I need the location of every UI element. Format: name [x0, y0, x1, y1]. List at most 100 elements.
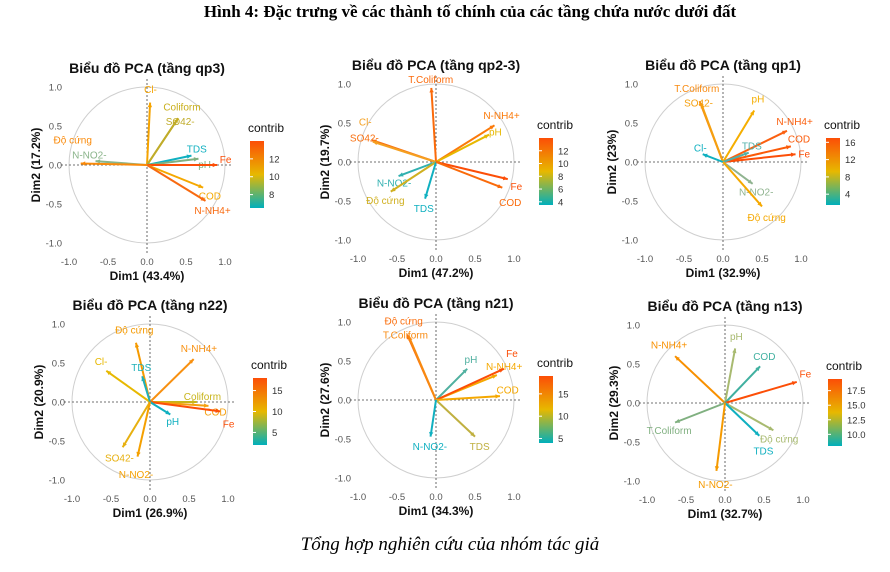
- arrow-head: [747, 179, 753, 184]
- y-tick-label: -1.0: [335, 474, 351, 485]
- legend-tick-label: 8: [558, 172, 563, 183]
- variable-label: N-NH4+: [486, 362, 523, 373]
- x-axis-label: Dim1 (43.4%): [110, 269, 185, 283]
- arrow-head: [675, 418, 681, 423]
- variable-label: SO42-: [350, 134, 379, 145]
- variable-arrow: [149, 401, 221, 413]
- variable-arrow: [372, 140, 437, 163]
- variable-label: Cl-: [95, 357, 108, 368]
- legend-colorbar: [826, 138, 840, 205]
- variable-label: T.Coliform: [647, 426, 692, 437]
- y-tick-label: 0.5: [338, 357, 351, 368]
- variable-label: Độ cứng: [384, 317, 422, 328]
- legend-tick-label: 10: [272, 407, 283, 418]
- y-tick-label: 0.5: [49, 122, 62, 133]
- legend-tick-label: 10.0: [847, 430, 866, 441]
- arrow-head: [122, 442, 127, 448]
- variable-label: N-NH4+: [181, 344, 218, 355]
- y-tick-label: 1.0: [627, 321, 640, 332]
- variable-label: N-NO2-: [739, 187, 773, 198]
- variable-label: Fe: [800, 369, 812, 380]
- variable-arrow: [146, 164, 204, 189]
- variable-label: Độ cứng: [760, 435, 798, 446]
- y-tick-label: 1.0: [338, 318, 351, 329]
- arrow-head: [212, 162, 218, 168]
- y-tick-label: 0.0: [338, 396, 351, 407]
- y-tick-label: -0.5: [335, 197, 351, 208]
- legend-tick-label: 15: [272, 386, 283, 397]
- variable-arrow: [722, 129, 788, 163]
- variable-label: Fe: [220, 155, 232, 166]
- x-tick-label: -0.5: [389, 254, 405, 265]
- y-tick-label: -1.0: [624, 477, 640, 488]
- y-tick-label: 0.0: [627, 399, 640, 410]
- legend-tick-label: 4: [558, 197, 563, 208]
- y-tick-label: 1.0: [625, 80, 638, 91]
- figure-title: Hình 4: Đặc trưng về các thành tố chính …: [203, 2, 737, 21]
- arrow-head: [750, 110, 755, 116]
- variable-arrow: [435, 161, 508, 181]
- arrow-head: [141, 376, 146, 382]
- legend-tick-label: 10: [558, 159, 569, 170]
- arrow-head: [732, 348, 737, 354]
- variable-label: Độ cứng: [747, 213, 785, 224]
- variable-arrow: [146, 119, 178, 166]
- x-tick-label: 0.5: [182, 494, 195, 505]
- x-tick-label: 0.0: [429, 492, 442, 503]
- arrow-head: [700, 103, 705, 109]
- variable-arrow: [146, 164, 207, 202]
- variable-label: N-NH4+: [194, 206, 231, 217]
- variable-label: COD: [788, 135, 810, 146]
- legend-colorbar: [539, 138, 553, 205]
- variable-arrow: [146, 102, 152, 166]
- y-tick-label: -0.5: [335, 435, 351, 446]
- arrow-head: [192, 399, 197, 405]
- arrow-head: [95, 159, 101, 164]
- y-tick-label: 0.5: [627, 360, 640, 371]
- arrow-head: [390, 187, 396, 192]
- x-tick-label: 1.0: [794, 254, 807, 265]
- legend-title: contrib: [826, 359, 862, 373]
- y-tick-label: 0.0: [49, 161, 62, 172]
- arrow-head: [489, 125, 495, 130]
- variable-arrow: [430, 87, 437, 163]
- variable-label: Độ cứng: [54, 135, 92, 146]
- y-tick-label: 0.5: [52, 359, 65, 370]
- y-axis-label: Dim2 (23%): [605, 130, 619, 195]
- x-tick-label: 0.0: [429, 254, 442, 265]
- arrow-head: [781, 130, 787, 135]
- variable-label: Fe: [798, 149, 810, 160]
- arrow-head: [203, 403, 209, 408]
- y-tick-label: -0.5: [46, 200, 62, 211]
- variable-label: SO42-: [166, 117, 195, 128]
- x-tick-label: -1.0: [639, 495, 655, 506]
- variable-arrow: [674, 402, 726, 424]
- variable-label: pH: [166, 417, 179, 428]
- panel-title: Biểu đồ PCA (tầng n13): [647, 298, 802, 314]
- y-tick-label: 0.0: [338, 158, 351, 169]
- variable-label: Fe: [506, 349, 518, 360]
- variable-label: Cl-: [694, 143, 707, 154]
- variable-arrow: [149, 358, 195, 403]
- variable-label: pH: [752, 94, 765, 105]
- variable-arrow: [80, 162, 148, 166]
- legend-tick-label: 12.5: [847, 415, 866, 426]
- x-tick-label: 1.0: [218, 257, 231, 268]
- variable-label: TDS: [742, 142, 762, 153]
- variable-label: N-NH4+: [483, 111, 520, 122]
- arrow-head: [757, 201, 762, 207]
- y-tick-label: -1.0: [335, 236, 351, 247]
- pca-panel: Biểu đồ PCA (tầng qp3) -1.0 -0.5 0.0 0.5 1.0 -…: [29, 60, 284, 283]
- x-tick-label: 0.0: [716, 254, 729, 265]
- variable-arrow: [435, 368, 468, 401]
- x-axis-label: Dim1 (47.2%): [399, 266, 474, 280]
- variable-arrow: [435, 367, 505, 401]
- variable-label: T.Coliform: [383, 330, 428, 341]
- y-axis-label: Dim2 (27.6%): [318, 363, 332, 438]
- arrow-head: [470, 431, 475, 437]
- figure-title-wrap: Hình 4: Đặc trưng về các thành tố chính …: [0, 2, 890, 22]
- y-axis-label: Dim2 (19.7%): [318, 125, 332, 200]
- variable-label: T.Coliform: [674, 84, 719, 95]
- x-tick-label: 0.0: [140, 257, 153, 268]
